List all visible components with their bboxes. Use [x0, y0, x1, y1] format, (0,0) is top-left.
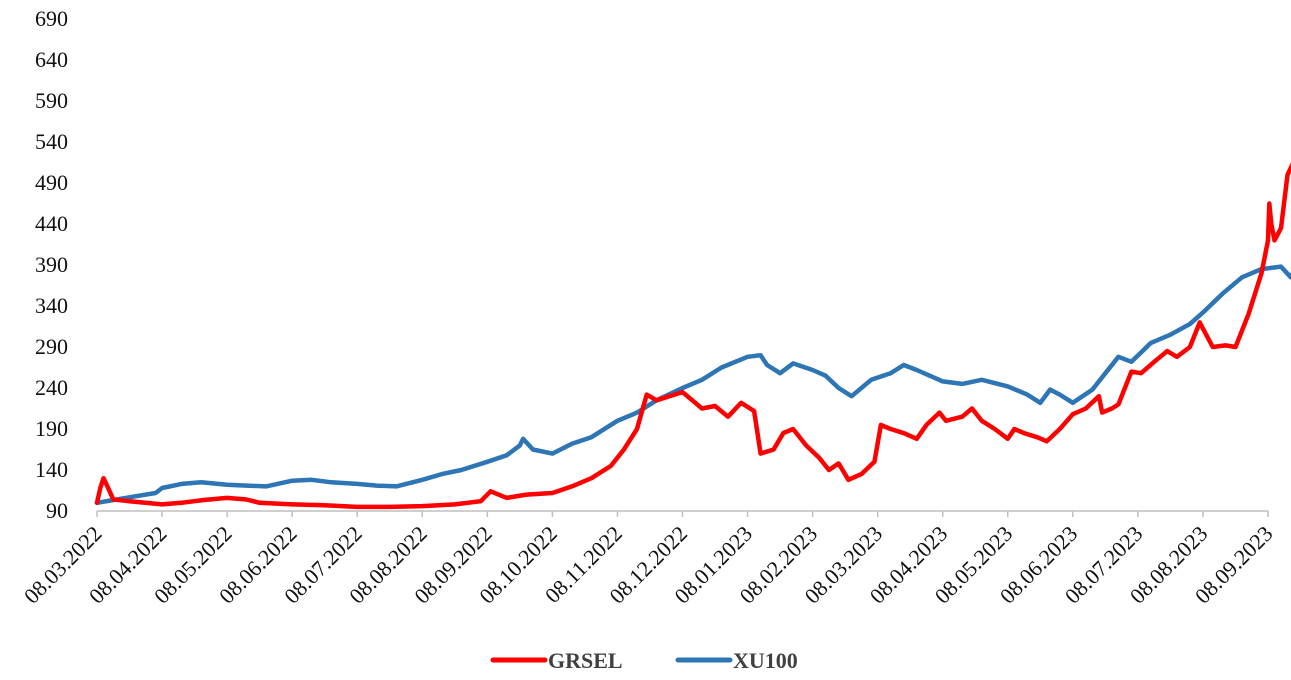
y-tick-label: 140: [35, 457, 68, 482]
legend-label-grsel: GRSEL: [548, 648, 623, 673]
y-tick-label: 690: [35, 6, 68, 31]
y-tick-label: 390: [35, 252, 68, 277]
y-tick-label: 440: [35, 211, 68, 236]
series-layer: [94, 162, 1291, 510]
y-tick-label: 640: [35, 47, 68, 72]
y-tick-label: 340: [35, 293, 68, 318]
y-tick-label: 240: [35, 375, 68, 400]
y-tick-label: 90: [46, 498, 68, 523]
series-line-grsel: [94, 162, 1291, 510]
legend-label-xu100: XU100: [733, 648, 798, 673]
series-line-xu100: [94, 264, 1291, 506]
y-axis: 90 140 190 240 290 340 390 440 490 540 590 640 690: [35, 6, 68, 523]
y-tick-label: 490: [35, 170, 68, 195]
y-tick-label: 290: [35, 334, 68, 359]
y-tick-label: 190: [35, 416, 68, 441]
y-tick-label: 590: [35, 88, 68, 113]
x-axis: 08.03.202208.04.202208.05.202208.06.2022…: [19, 510, 1278, 609]
y-tick-label: 540: [35, 129, 68, 154]
legend: GRSEL XU100: [490, 648, 798, 673]
